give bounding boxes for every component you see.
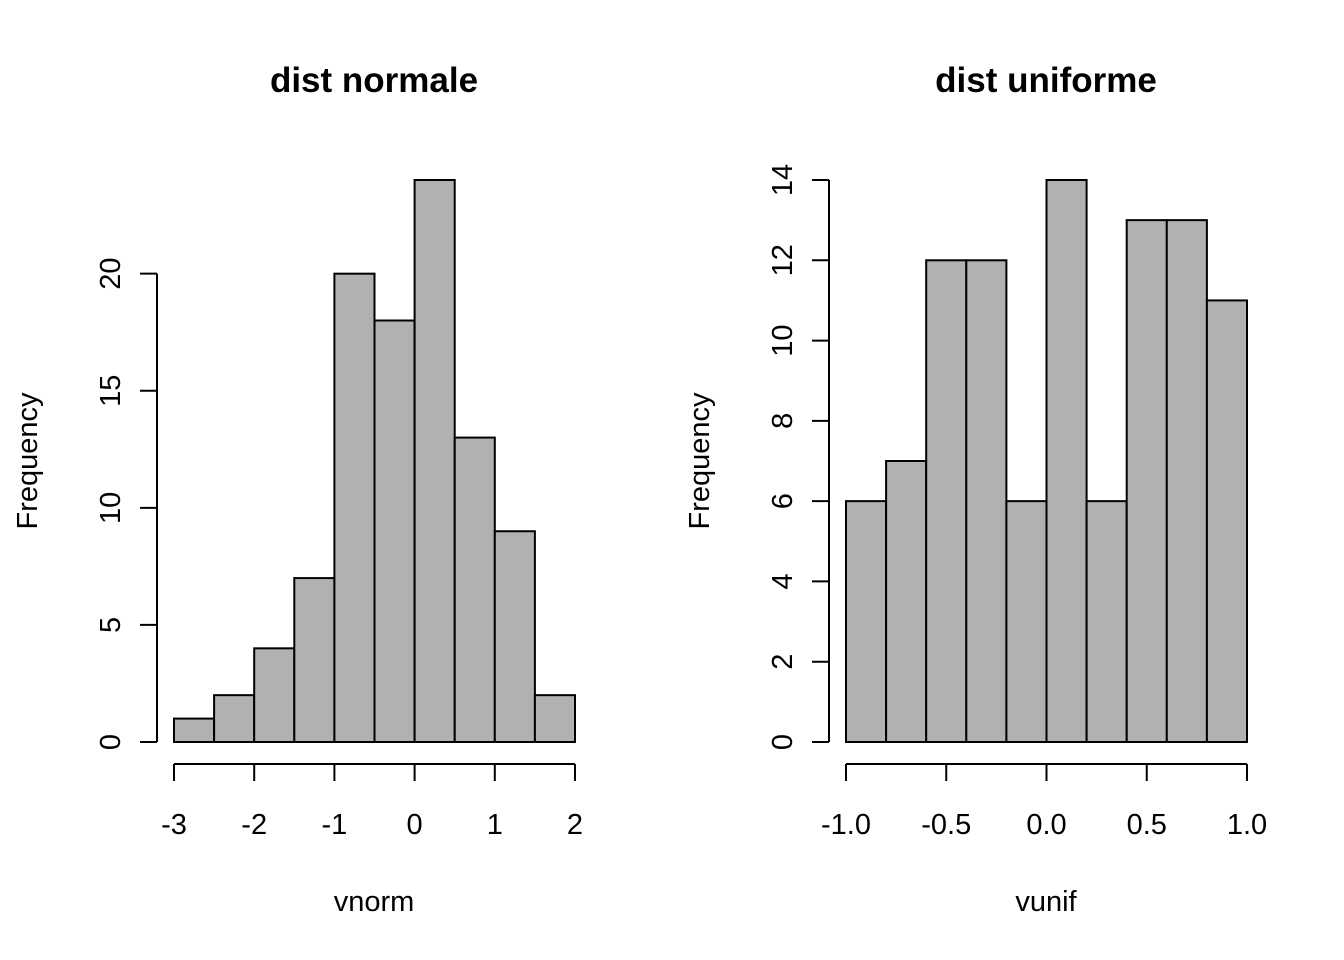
histogram-bar bbox=[845, 500, 888, 743]
y-tick-label: 20 bbox=[95, 258, 127, 290]
x-tick-label: 1 bbox=[487, 809, 503, 841]
x-tick-label: 0.0 bbox=[1026, 809, 1066, 841]
x-tick-label: 0.5 bbox=[1127, 809, 1167, 841]
y-tick-label: 6 bbox=[767, 493, 799, 509]
y-tick-label: 0 bbox=[767, 734, 799, 750]
y-tick-label: 10 bbox=[767, 324, 799, 356]
y-axis-label: Frequency bbox=[684, 392, 716, 530]
histogram-bar bbox=[213, 694, 256, 744]
histogram-bar bbox=[1005, 500, 1048, 743]
histogram-bar bbox=[373, 319, 416, 743]
chart-title: dist uniforme bbox=[935, 61, 1157, 100]
x-tick-label: 2 bbox=[567, 809, 583, 841]
histogram-bar bbox=[1045, 179, 1088, 743]
bars-group bbox=[173, 179, 577, 744]
histogram-panel-normal: dist normale -3 -2 -1 0 1 2 0 5 10 15 20 vnorm Fr… bbox=[12, 61, 583, 918]
y-tick-label: 0 bbox=[95, 734, 127, 750]
histogram-bar bbox=[413, 179, 456, 743]
histogram-bar bbox=[1165, 219, 1208, 743]
histogram-bar bbox=[533, 694, 577, 744]
x-tick-label: -0.5 bbox=[921, 809, 971, 841]
y-tick-label: 10 bbox=[95, 492, 127, 524]
y-tick-label: 2 bbox=[767, 654, 799, 670]
x-tick-label: -3 bbox=[161, 809, 187, 841]
x-axis: -3 -2 -1 0 1 2 bbox=[161, 763, 583, 841]
histogram-bar bbox=[1205, 299, 1249, 743]
x-tick-label: 0 bbox=[407, 809, 423, 841]
y-tick-label: 12 bbox=[767, 244, 799, 276]
y-axis: 0 5 10 15 20 bbox=[95, 258, 158, 750]
y-tick-label: 5 bbox=[95, 617, 127, 633]
y-axis-label: Frequency bbox=[12, 392, 44, 530]
histogram-bar bbox=[173, 717, 216, 743]
y-tick-label: 14 bbox=[767, 164, 799, 196]
x-tick-label: -1.0 bbox=[821, 809, 871, 841]
x-tick-label: -1 bbox=[322, 809, 348, 841]
bars-group bbox=[845, 179, 1249, 743]
chart-title: dist normale bbox=[270, 61, 478, 100]
histogram-panel-uniform: dist uniforme -1.0 -0.5 0.0 0.5 1.0 0 2 4 6 8 10 1… bbox=[684, 61, 1267, 918]
histogram-bar bbox=[885, 460, 928, 743]
histogram-bar bbox=[293, 577, 336, 743]
y-tick-label: 8 bbox=[767, 413, 799, 429]
x-tick-label: -2 bbox=[241, 809, 267, 841]
histogram-bar bbox=[1125, 219, 1168, 743]
x-axis-label: vnorm bbox=[334, 886, 415, 918]
y-axis: 0 2 4 6 8 10 12 14 bbox=[767, 164, 830, 750]
histogram-bar bbox=[453, 436, 496, 743]
histogram-bar bbox=[925, 259, 968, 743]
y-tick-label: 15 bbox=[95, 375, 127, 407]
y-tick-label: 4 bbox=[767, 573, 799, 589]
histogram-bar bbox=[965, 259, 1008, 743]
histogram-bar bbox=[493, 530, 536, 743]
histogram-bar bbox=[333, 272, 376, 743]
x-axis-label: vunif bbox=[1015, 886, 1077, 918]
histogram-bar bbox=[1085, 500, 1128, 743]
x-tick-label: 1.0 bbox=[1227, 809, 1267, 841]
histogram-bar bbox=[253, 647, 296, 743]
x-axis: -1.0 -0.5 0.0 0.5 1.0 bbox=[821, 763, 1267, 841]
